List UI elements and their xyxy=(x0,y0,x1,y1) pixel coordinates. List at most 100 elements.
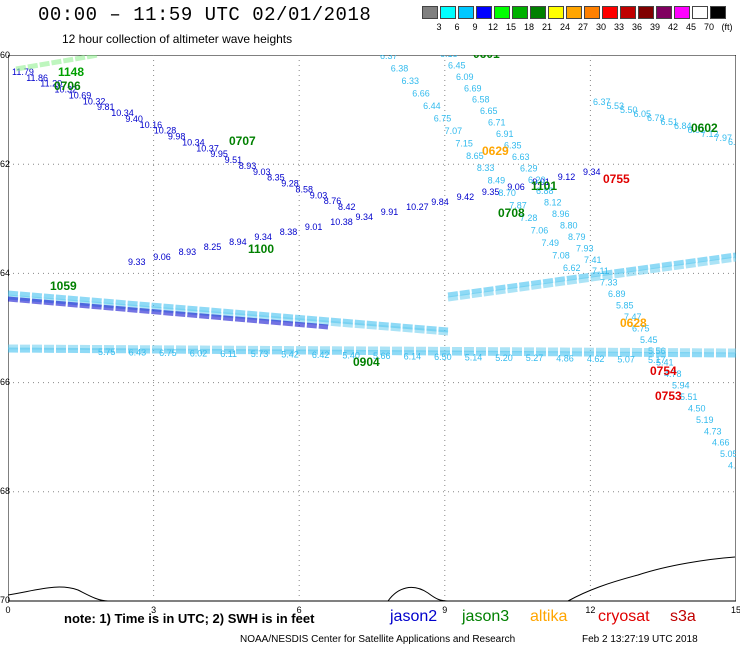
track-swath xyxy=(15,55,99,72)
wave-height-value: 8.33 xyxy=(477,163,495,173)
legend-swatch xyxy=(530,6,546,19)
wave-height-value: 6.75 xyxy=(434,113,452,123)
wave-height-value: 6.37 xyxy=(593,97,611,107)
legend-label: 39 xyxy=(649,22,661,32)
altimeter-tracks: 11.7911.8611.2010.3210.6910.329.8110.349… xyxy=(8,55,736,471)
wave-height-value: 4.62 xyxy=(587,354,605,364)
wave-height-value: 8.25 xyxy=(204,242,222,252)
pass-time-label: 0708 xyxy=(498,206,525,220)
legend-swatch xyxy=(476,6,492,19)
wave-height-value: 9.28 xyxy=(281,179,299,189)
wave-height-value: 4.50 xyxy=(688,403,706,413)
wave-height-value: 6.84 xyxy=(674,121,692,131)
legend-swatch xyxy=(602,6,618,19)
lat-tick-label: 60 xyxy=(0,50,11,60)
cyan-track-ne: 6.375.535.506.056.796.516.846.017.127.97… xyxy=(593,97,736,147)
jason2-track-a: 11.7911.8611.2010.3210.6910.329.8110.349… xyxy=(12,67,356,212)
time-tick-label: 6 xyxy=(296,605,302,615)
chart-subtitle: 12 hour collection of altimeter wave hei… xyxy=(62,32,293,46)
pass-time-label: 0628 xyxy=(620,316,647,330)
wave-height-value: 6.69 xyxy=(464,83,482,93)
wave-height-value: 4.78 xyxy=(664,369,682,379)
legend-label: 24 xyxy=(559,22,571,32)
legend-swatch xyxy=(674,6,690,19)
wave-height-value: 6.62 xyxy=(563,263,581,273)
wave-height-value: 7.07 xyxy=(445,126,463,136)
wave-height-value: 10.27 xyxy=(406,202,429,212)
footer-note: note: 1) Time is in UTC; 2) SWH is in fe… xyxy=(64,611,315,626)
track-swath xyxy=(8,344,736,354)
coastline xyxy=(8,556,736,602)
legend-label: 30 xyxy=(595,22,607,32)
lat-tick-label: 70 xyxy=(0,595,11,605)
legend-label: 6 xyxy=(454,22,460,32)
track-swath xyxy=(8,296,329,330)
track-swath xyxy=(8,290,449,333)
time-tick-label: 15 xyxy=(730,605,740,615)
wave-height-value: 7.41 xyxy=(584,255,602,265)
wave-height-value: 5.50 xyxy=(620,105,638,115)
wave-height-value: 9.98 xyxy=(168,132,186,142)
track-swath xyxy=(447,256,736,302)
legend-swatch xyxy=(620,6,636,19)
legend-label: 12 xyxy=(487,22,499,32)
wave-height-value: 7.15 xyxy=(455,138,473,148)
wave-height-value: 5.73 xyxy=(251,349,269,359)
wave-height-value: 4.68 xyxy=(728,461,736,471)
wave-height-value: 6.65 xyxy=(480,106,498,116)
wave-height-value: 5.27 xyxy=(526,353,544,363)
wave-height-value: 8.49 xyxy=(488,176,506,186)
wave-height-value: 8.58 xyxy=(296,184,314,194)
time-tick-label: 3 xyxy=(151,605,157,615)
wave-height-value: 8.42 xyxy=(338,202,356,212)
wave-height-value: 6.37 xyxy=(380,55,398,61)
wave-height-value: 6.09 xyxy=(456,72,474,82)
pass-time-label: 0755 xyxy=(603,172,630,186)
wave-height-value: 5.40 xyxy=(342,351,360,361)
credit-line: NOAA/NESDIS Center for Satellite Applica… xyxy=(240,634,516,645)
wave-height-value: 5.51 xyxy=(680,392,698,402)
wave-height-value: 4.86 xyxy=(556,354,574,364)
wave-height-value: 9.81 xyxy=(97,102,115,112)
wave-height-value: 9.91 xyxy=(381,207,399,217)
wave-height-value: 5.66 xyxy=(373,351,391,361)
wave-height-value: 5.07 xyxy=(617,355,635,365)
wave-height-value: 8.93 xyxy=(239,161,257,171)
legend-label: 33 xyxy=(613,22,625,32)
wave-height-value: 6.51 xyxy=(661,117,679,127)
jason2-track-b: 9.33 9.06 8.93 8.25 8.94 9.34 8.38 9.01 10.38 9.3… xyxy=(128,167,601,267)
wave-height-value: 5.41 xyxy=(656,358,674,368)
legend-swatch xyxy=(512,6,528,19)
satellite-name: jason3 xyxy=(462,608,510,625)
pass-time-label: 0754 xyxy=(650,364,677,378)
wave-height-value: 4.73 xyxy=(704,426,722,436)
wave-height-value: 5.94 xyxy=(672,381,690,391)
wave-height-value: 6.66 xyxy=(412,88,430,98)
track-swath xyxy=(8,347,736,358)
wave-height-value: 7.97 xyxy=(715,133,733,143)
wave-height-value: 7.87 xyxy=(509,201,527,211)
wave-height-value: 6.20 xyxy=(528,175,546,185)
wave-height-value: 6.79 xyxy=(647,113,665,123)
wave-height-value: 6.59 xyxy=(728,137,736,147)
wave-height-value: 7.06 xyxy=(531,226,549,236)
wave-height-value: 6.63 xyxy=(512,152,530,162)
time-tick-label: 12 xyxy=(585,605,596,615)
wave-height-value: 10.38 xyxy=(330,217,353,227)
wave-height-value: 9.42 xyxy=(457,192,475,202)
pass-time-label: 1148 xyxy=(58,65,84,79)
wave-height-value: 4.66 xyxy=(712,438,730,448)
pass-time-label: 1101 xyxy=(531,179,557,193)
wave-height-value: 8.70 xyxy=(498,188,516,198)
wave-height-value: 9.51 xyxy=(225,155,243,165)
pass-time-label: 0707 xyxy=(229,134,256,148)
legend-label: 45 xyxy=(685,22,697,32)
legend-label: 3 xyxy=(436,22,442,32)
lat-lon-grid xyxy=(8,55,736,601)
wave-height-value: 6.58 xyxy=(472,95,490,105)
wave-height-value: 7.28 xyxy=(520,213,538,223)
wave-height-value: 8.12 xyxy=(544,198,562,208)
wave-height-value: 9.01 xyxy=(305,222,323,232)
wave-height-value: 6.50 xyxy=(434,352,452,362)
